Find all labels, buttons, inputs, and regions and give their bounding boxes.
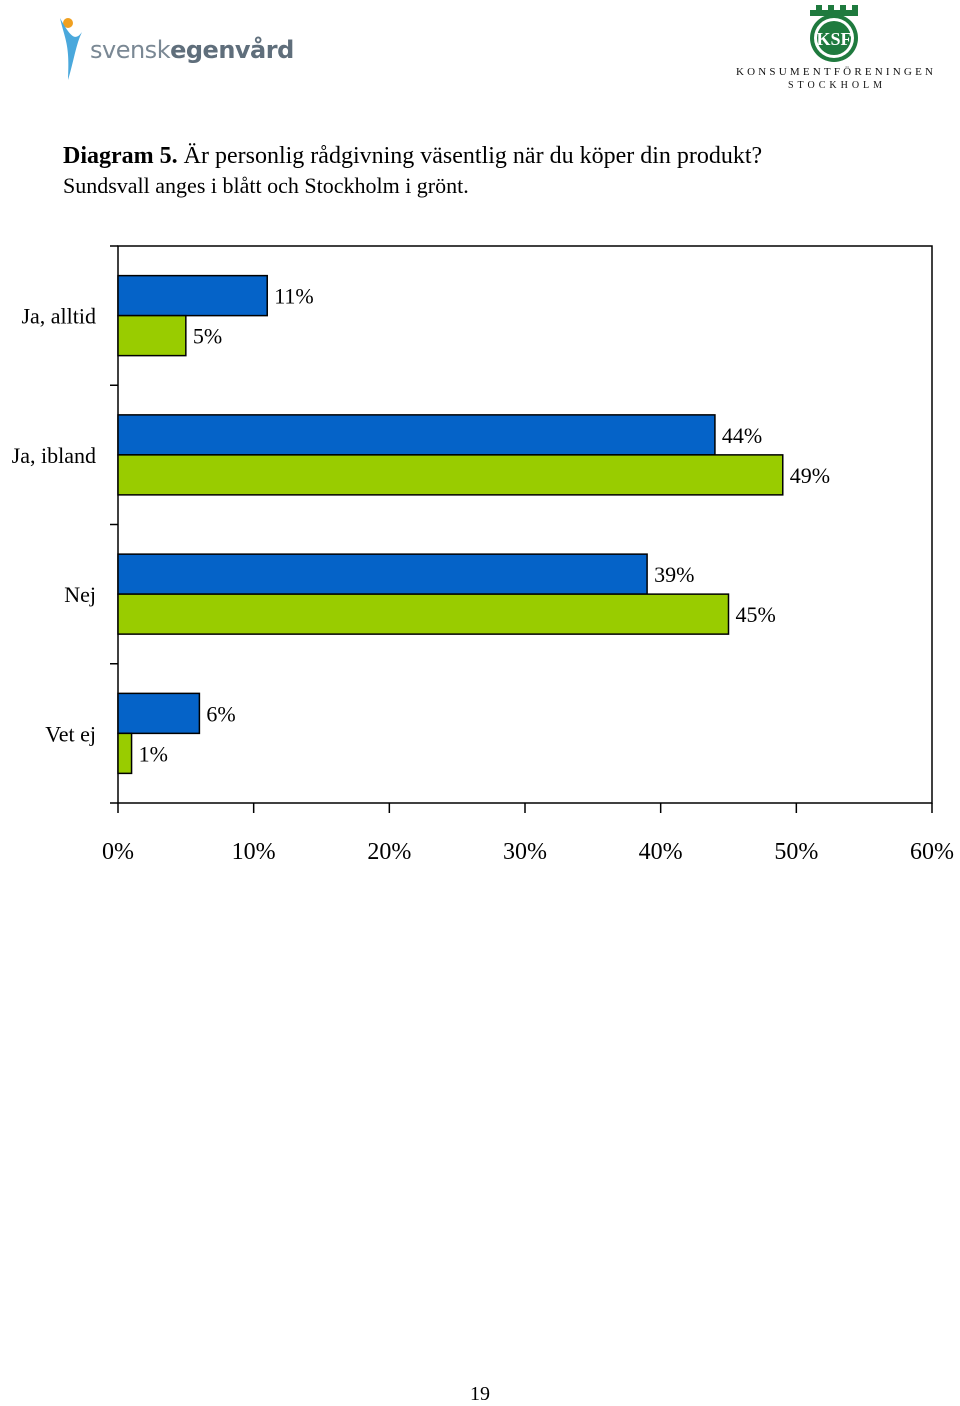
bar-chart: Ja, alltid Ja, ibland Nej Vet ej 11% 44% 39% 6%… — [12, 245, 954, 865]
ksf-monogram: KSF — [816, 29, 851, 49]
chart-caption: Diagram 5. Är personlig rådgivning väsen… — [63, 141, 762, 201]
category-label: Nej — [64, 582, 96, 607]
bar — [117, 732, 133, 775]
chart-subtitle: Sundsvall anges i blått och Stockholm i … — [63, 173, 469, 198]
data-label: 11% — [274, 284, 314, 309]
ksf-logo: KSF KONSUMENTFÖRENINGEN STOCKHOLM — [728, 2, 940, 94]
data-label: 1% — [139, 741, 168, 766]
data-label: 6% — [206, 701, 235, 726]
bar — [117, 593, 730, 635]
x-tick-label: 30% — [503, 839, 547, 865]
bar — [117, 314, 187, 357]
category-label: Ja, alltid — [21, 304, 96, 329]
plot-frame — [117, 245, 933, 804]
data-label: 44% — [722, 423, 762, 448]
x-tick-label: 40% — [639, 839, 683, 865]
x-tick-label: 0% — [102, 839, 134, 865]
right-logo-line2: STOCKHOLM — [788, 80, 887, 91]
bar — [117, 553, 648, 595]
ksf-crest-icon: KSF — [810, 5, 858, 62]
x-tick-label: 10% — [232, 839, 276, 865]
svensk-egenvard-logo: svenskegenvård — [52, 10, 322, 82]
data-label: 49% — [790, 463, 830, 488]
data-label: 5% — [193, 324, 222, 349]
bar — [117, 692, 201, 735]
left-logo-text-light: svensk — [90, 36, 171, 64]
right-logo-line1: KONSUMENTFÖRENINGEN — [736, 66, 937, 78]
bar — [117, 414, 716, 456]
x-tick-label: 60% — [910, 839, 954, 865]
chart-title: Är personlig rådgivning väsentlig när du… — [183, 143, 763, 169]
bar — [117, 454, 784, 496]
page-number: 19 — [470, 1383, 490, 1405]
caption-label: Diagram 5. — [63, 143, 178, 169]
bar — [117, 274, 268, 317]
person-figure-icon — [60, 18, 82, 80]
data-label: 45% — [736, 602, 776, 627]
data-label: 39% — [654, 562, 694, 587]
category-label: Vet ej — [45, 721, 96, 746]
x-tick-label: 50% — [774, 839, 818, 865]
x-tick-label: 20% — [367, 839, 411, 865]
left-logo-text-bold: egenvård — [170, 36, 294, 64]
left-logo-wordmark: svenskegenvård — [90, 36, 294, 64]
category-label: Ja, ibland — [12, 443, 96, 468]
